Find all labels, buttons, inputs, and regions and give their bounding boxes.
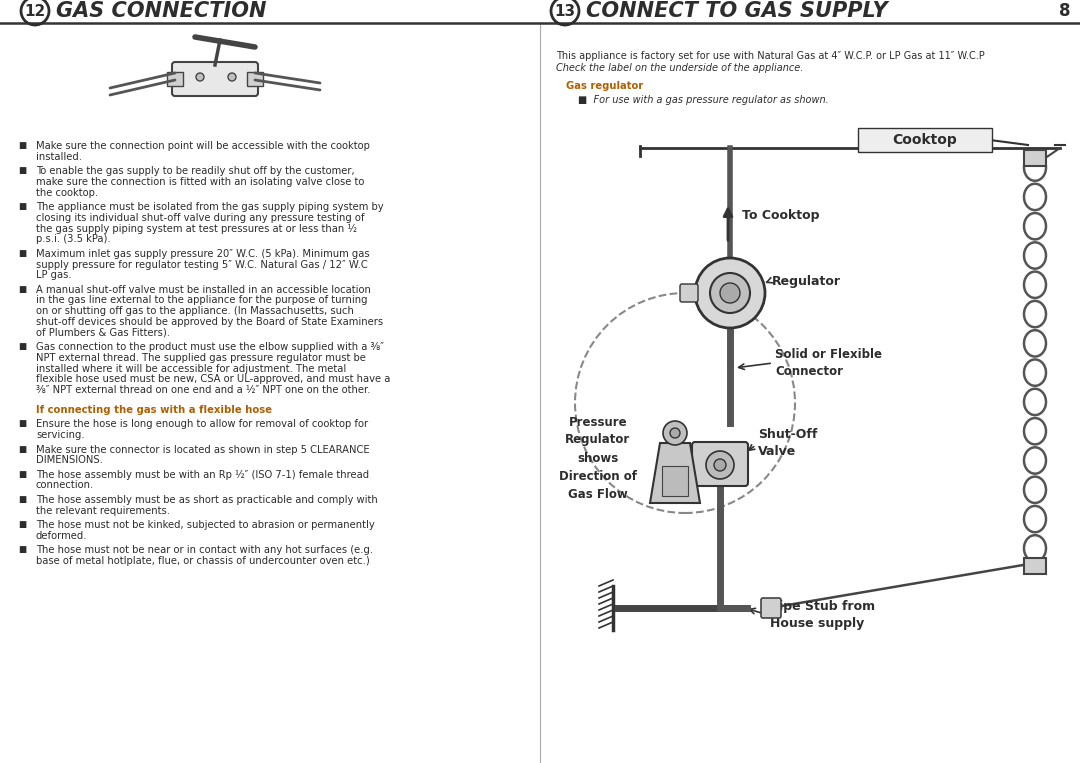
Text: ■: ■ — [18, 520, 26, 529]
Text: supply pressure for regulator testing 5″ W.C. Natural Gas / 12″ W.C: supply pressure for regulator testing 5″… — [36, 259, 368, 269]
Text: the relevant requirements.: the relevant requirements. — [36, 506, 170, 516]
Text: Solid or Flexible
Connector: Solid or Flexible Connector — [775, 348, 882, 378]
Text: ■: ■ — [18, 469, 26, 478]
Text: Cooktop: Cooktop — [893, 133, 957, 147]
Text: NPT external thread. The supplied gas pressure regulator must be: NPT external thread. The supplied gas pr… — [36, 353, 366, 363]
Text: installed.: installed. — [36, 152, 82, 162]
FancyBboxPatch shape — [1024, 558, 1047, 574]
Text: To Cooktop: To Cooktop — [742, 208, 820, 221]
Text: the gas supply piping system at test pressures at or less than ½: the gas supply piping system at test pre… — [36, 224, 357, 233]
FancyBboxPatch shape — [172, 62, 258, 96]
Text: ■: ■ — [18, 166, 26, 175]
Text: ■: ■ — [18, 202, 26, 211]
FancyBboxPatch shape — [662, 466, 688, 496]
FancyBboxPatch shape — [1024, 150, 1047, 166]
Text: ■: ■ — [18, 249, 26, 258]
Text: The hose must not be kinked, subjected to abrasion or permanently: The hose must not be kinked, subjected t… — [36, 520, 375, 530]
Text: ■: ■ — [18, 445, 26, 453]
Polygon shape — [650, 443, 700, 503]
Text: 12: 12 — [25, 4, 45, 18]
Text: Shut-Off
Valve: Shut-Off Valve — [758, 428, 818, 458]
Circle shape — [228, 73, 237, 81]
Circle shape — [663, 421, 687, 445]
FancyBboxPatch shape — [680, 284, 698, 302]
Text: shut-off devices should be approved by the Board of State Examiners: shut-off devices should be approved by t… — [36, 317, 383, 327]
Text: installed where it will be accessible for adjustment. The metal: installed where it will be accessible fo… — [36, 364, 347, 374]
FancyBboxPatch shape — [167, 72, 183, 86]
Text: ■: ■ — [18, 545, 26, 554]
Text: Make sure the connector is located as shown in step 5 CLEARANCE: Make sure the connector is located as sh… — [36, 445, 369, 455]
Text: This appliance is factory set for use with Natural Gas at 4″ W.C.P. or LP Gas at: This appliance is factory set for use wi… — [556, 51, 985, 61]
Text: LP gas.: LP gas. — [36, 270, 71, 280]
Text: Check the label on the underside of the appliance.: Check the label on the underside of the … — [556, 63, 804, 73]
Text: the cooktop.: the cooktop. — [36, 188, 98, 198]
FancyBboxPatch shape — [247, 72, 264, 86]
Text: To enable the gas supply to be readily shut off by the customer,: To enable the gas supply to be readily s… — [36, 166, 354, 176]
Circle shape — [670, 428, 680, 438]
Text: DIMENSIONS.: DIMENSIONS. — [36, 456, 103, 465]
Circle shape — [195, 73, 204, 81]
Text: make sure the connection is fitted with an isolating valve close to: make sure the connection is fitted with … — [36, 177, 364, 187]
Text: The appliance must be isolated from the gas supply piping system by: The appliance must be isolated from the … — [36, 202, 383, 212]
Text: Make sure the connection point will be accessible with the cooktop: Make sure the connection point will be a… — [36, 141, 369, 151]
Text: connection.: connection. — [36, 481, 94, 491]
Text: Pipe Stub from
House supply: Pipe Stub from House supply — [770, 600, 875, 630]
Text: A manual shut-off valve must be installed in an accessible location: A manual shut-off valve must be installe… — [36, 285, 370, 295]
Circle shape — [714, 459, 726, 471]
Text: Ensure the hose is long enough to allow for removal of cooktop for: Ensure the hose is long enough to allow … — [36, 420, 368, 430]
Text: 13: 13 — [554, 4, 576, 18]
Text: in the gas line external to the appliance for the purpose of turning: in the gas line external to the applianc… — [36, 295, 367, 305]
Text: Pressure
Regulator
shows
Direction of
Gas Flow: Pressure Regulator shows Direction of Ga… — [559, 416, 637, 501]
Text: The hose assembly must be as short as practicable and comply with: The hose assembly must be as short as pr… — [36, 494, 378, 504]
Text: Gas regulator: Gas regulator — [566, 81, 644, 91]
Circle shape — [720, 283, 740, 303]
Text: base of metal hotlplate, flue, or chassis of undercounter oven etc.): base of metal hotlplate, flue, or chassi… — [36, 555, 369, 565]
Text: flexible hose used must be new, CSA or UL-approved, and must have a: flexible hose used must be new, CSA or U… — [36, 375, 390, 385]
Text: ■: ■ — [18, 420, 26, 428]
Text: CONNECT TO GAS SUPPLY: CONNECT TO GAS SUPPLY — [586, 1, 888, 21]
FancyBboxPatch shape — [761, 598, 781, 618]
Text: If connecting the gas with a flexible hose: If connecting the gas with a flexible ho… — [36, 404, 272, 414]
Text: The hose assembly must be with an Rp ½″ (ISO 7-1) female thread: The hose assembly must be with an Rp ½″ … — [36, 469, 369, 480]
Circle shape — [706, 451, 734, 479]
Text: 8: 8 — [1059, 2, 1070, 20]
Text: ■: ■ — [18, 141, 26, 150]
Text: ■  For use with a gas pressure regulator as shown.: ■ For use with a gas pressure regulator … — [578, 95, 828, 105]
Text: GAS CONNECTION: GAS CONNECTION — [56, 1, 267, 21]
Text: Regulator: Regulator — [772, 275, 841, 288]
FancyBboxPatch shape — [858, 128, 993, 152]
Text: on or shutting off gas to the appliance. (In Massachusetts, such: on or shutting off gas to the appliance.… — [36, 306, 354, 316]
Text: of Plumbers & Gas Fitters).: of Plumbers & Gas Fitters). — [36, 328, 170, 338]
Text: Gas connection to the product must use the elbow supplied with a ⅜″: Gas connection to the product must use t… — [36, 342, 384, 352]
Text: servicing.: servicing. — [36, 430, 84, 440]
FancyBboxPatch shape — [692, 442, 748, 486]
Text: ⅜″ NPT external thread on one end and a ½″ NPT one on the other.: ⅜″ NPT external thread on one end and a … — [36, 385, 370, 395]
Text: The hose must not be near or in contact with any hot surfaces (e.g.: The hose must not be near or in contact … — [36, 545, 373, 555]
Text: ■: ■ — [18, 494, 26, 504]
Circle shape — [696, 258, 765, 328]
Text: deformed.: deformed. — [36, 530, 87, 541]
Text: Maximum inlet gas supply pressure 20″ W.C. (5 kPa). Minimum gas: Maximum inlet gas supply pressure 20″ W.… — [36, 249, 369, 259]
Circle shape — [710, 273, 750, 313]
Text: p.s.i. (3.5 kPa).: p.s.i. (3.5 kPa). — [36, 234, 110, 244]
Text: ■: ■ — [18, 342, 26, 351]
Text: ■: ■ — [18, 285, 26, 294]
Text: closing its individual shut-off valve during any pressure testing of: closing its individual shut-off valve du… — [36, 213, 365, 223]
